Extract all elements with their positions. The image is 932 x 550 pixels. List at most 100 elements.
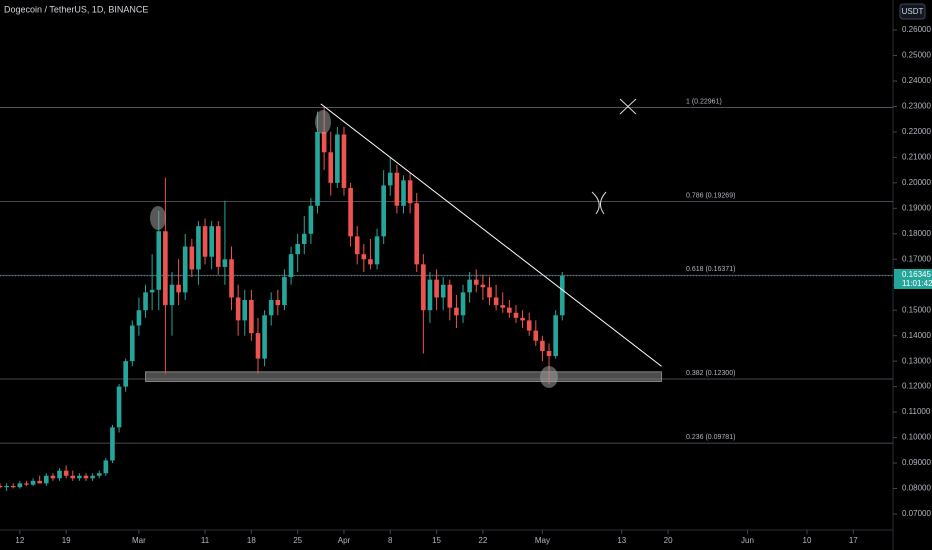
candle-body — [209, 226, 214, 257]
x-tick-label: 15 — [432, 536, 441, 545]
candle-body — [559, 275, 565, 316]
candle-body — [268, 300, 274, 316]
candle-body — [348, 187, 353, 237]
last-price-label: 0.16345 — [902, 270, 931, 279]
candle-body — [540, 340, 545, 351]
candle-body — [454, 307, 459, 316]
candle-body — [136, 310, 142, 326]
y-tick-label: 0.21000 — [902, 153, 931, 162]
y-tick-label: 0.07000 — [902, 509, 931, 518]
candle-body — [361, 254, 367, 260]
candle-body — [533, 330, 539, 341]
candle-body — [480, 284, 486, 288]
candle-body — [123, 361, 128, 387]
cross-mark — [619, 98, 637, 115]
y-tick-label: 0.18000 — [902, 229, 931, 238]
candle-body — [57, 470, 62, 479]
candle-body — [315, 131, 320, 206]
x-tick-label: 11 — [201, 536, 210, 545]
candle-body — [401, 180, 406, 206]
highlight-circle — [150, 206, 166, 230]
candle-body — [414, 203, 420, 265]
y-tick-label: 0.20000 — [902, 178, 931, 187]
x-tick-label: Apr — [338, 536, 351, 545]
candle-body — [507, 307, 512, 313]
candle-body — [189, 246, 195, 270]
candle-body — [17, 483, 23, 488]
highlight-circle — [540, 366, 558, 388]
candle-body — [447, 284, 453, 308]
candle-body — [176, 284, 181, 293]
candle-body — [275, 300, 281, 306]
candle-body — [196, 226, 201, 270]
candle-body — [70, 475, 76, 479]
candle-body — [44, 475, 49, 484]
candle-body — [129, 325, 135, 362]
last-price-box — [894, 268, 932, 289]
candle-body — [407, 180, 413, 204]
y-tick-label: 0.13000 — [902, 356, 931, 365]
currency-button[interactable] — [899, 3, 926, 20]
candle-body — [520, 317, 525, 321]
x-tick-label: 20 — [664, 536, 673, 545]
candle-body — [229, 259, 234, 298]
candle-body — [50, 475, 56, 479]
candle-body — [467, 279, 472, 293]
plot: 0.07000 0.08000 0.09000 0.10000 0.11000 0.120… — [0, 25, 931, 545]
candle-body — [169, 284, 175, 306]
candle-body — [30, 480, 36, 485]
candle-body — [473, 279, 479, 285]
x-tick-label: 25 — [293, 536, 302, 545]
candle-body — [553, 315, 558, 357]
candle-body — [387, 172, 393, 186]
candle-body — [202, 226, 208, 257]
candle-body — [255, 333, 261, 359]
y-tick-label: 0.19000 — [902, 203, 931, 212]
y-tick-label: 0.23000 — [902, 102, 931, 111]
candle-body — [215, 226, 221, 267]
x-tick-label: 17 — [849, 536, 858, 545]
candle-body — [500, 305, 506, 308]
candle-body — [4, 485, 9, 488]
y-tick-label: 0.15000 — [902, 305, 931, 314]
cross-mark — [591, 191, 607, 215]
x-tick-label: 18 — [247, 536, 256, 545]
candle-body — [63, 470, 69, 476]
candle-body — [288, 254, 294, 278]
candle-body — [116, 386, 122, 428]
trendline — [320, 103, 662, 367]
candle-body — [282, 277, 287, 306]
fib-label: 0.382 (0.12300) — [686, 370, 735, 377]
candle-body — [308, 205, 314, 234]
x-tick-label: 19 — [62, 536, 71, 545]
candle-body — [77, 475, 82, 479]
chart-title: Dogecoin / TetherUS, 1D, BINANCE — [4, 4, 148, 14]
candle-body — [182, 246, 188, 293]
candle-body — [368, 259, 373, 265]
candle-body — [37, 480, 42, 484]
fib-label: 0.618 (0.16371) — [686, 266, 735, 273]
candle-body — [394, 172, 400, 206]
candle-body — [513, 312, 519, 318]
x-tick-label: Mar — [132, 536, 146, 545]
y-tick-label: 0.09000 — [902, 458, 931, 467]
candle-body — [526, 320, 532, 331]
candle-body — [295, 243, 300, 255]
y-tick-label: 0.24000 — [902, 76, 931, 85]
candle-body — [381, 185, 386, 237]
countdown-label: 11:01:42 — [902, 279, 932, 288]
candle-body — [440, 284, 446, 298]
candle-body — [163, 231, 168, 306]
x-tick-label: Jun — [741, 536, 754, 545]
y-tick-label: 0.10000 — [902, 433, 931, 442]
currency-label[interactable]: USDT — [902, 7, 924, 16]
highlight-circle — [315, 110, 331, 134]
candle-body — [262, 315, 267, 359]
candle-body — [546, 350, 552, 357]
candle-body — [103, 460, 109, 474]
candle-body — [156, 231, 162, 290]
y-tick-label: 0.11000 — [902, 407, 931, 416]
candle-body — [301, 233, 307, 244]
candle-body — [222, 259, 228, 267]
